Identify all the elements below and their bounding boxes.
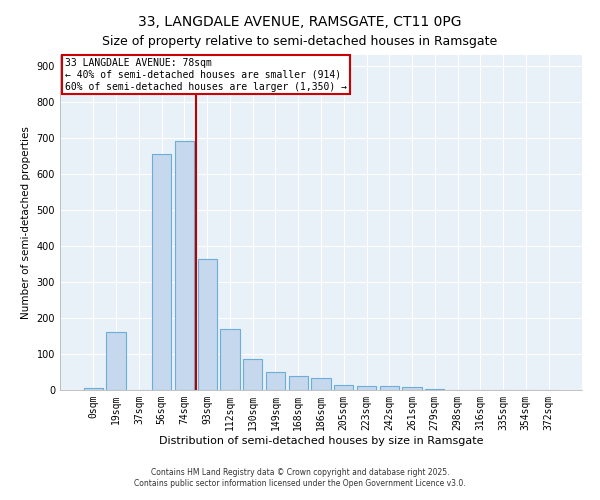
Text: 33 LANGDALE AVENUE: 78sqm
← 40% of semi-detached houses are smaller (914)
60% of: 33 LANGDALE AVENUE: 78sqm ← 40% of semi-… [65, 58, 347, 92]
Bar [403, 388, 422, 390]
Text: 33, LANGDALE AVENUE, RAMSGATE, CT11 0PG: 33, LANGDALE AVENUE, RAMSGATE, CT11 0PG [138, 15, 462, 29]
Bar [152, 154, 172, 390]
Bar [84, 388, 103, 390]
Bar [357, 386, 376, 390]
Y-axis label: Number of semi-detached properties: Number of semi-detached properties [21, 126, 31, 319]
Bar [334, 385, 353, 390]
Bar [311, 378, 331, 390]
Bar [243, 360, 262, 390]
Bar [106, 332, 126, 390]
Bar [380, 386, 399, 390]
Bar [197, 258, 217, 390]
X-axis label: Distribution of semi-detached houses by size in Ramsgate: Distribution of semi-detached houses by … [159, 436, 483, 446]
Bar [289, 376, 308, 390]
Text: Contains HM Land Registry data © Crown copyright and database right 2025.
Contai: Contains HM Land Registry data © Crown c… [134, 468, 466, 487]
Bar [425, 389, 445, 390]
Bar [266, 372, 285, 390]
Bar [220, 329, 239, 390]
Text: Size of property relative to semi-detached houses in Ramsgate: Size of property relative to semi-detach… [103, 35, 497, 48]
Bar [175, 142, 194, 390]
